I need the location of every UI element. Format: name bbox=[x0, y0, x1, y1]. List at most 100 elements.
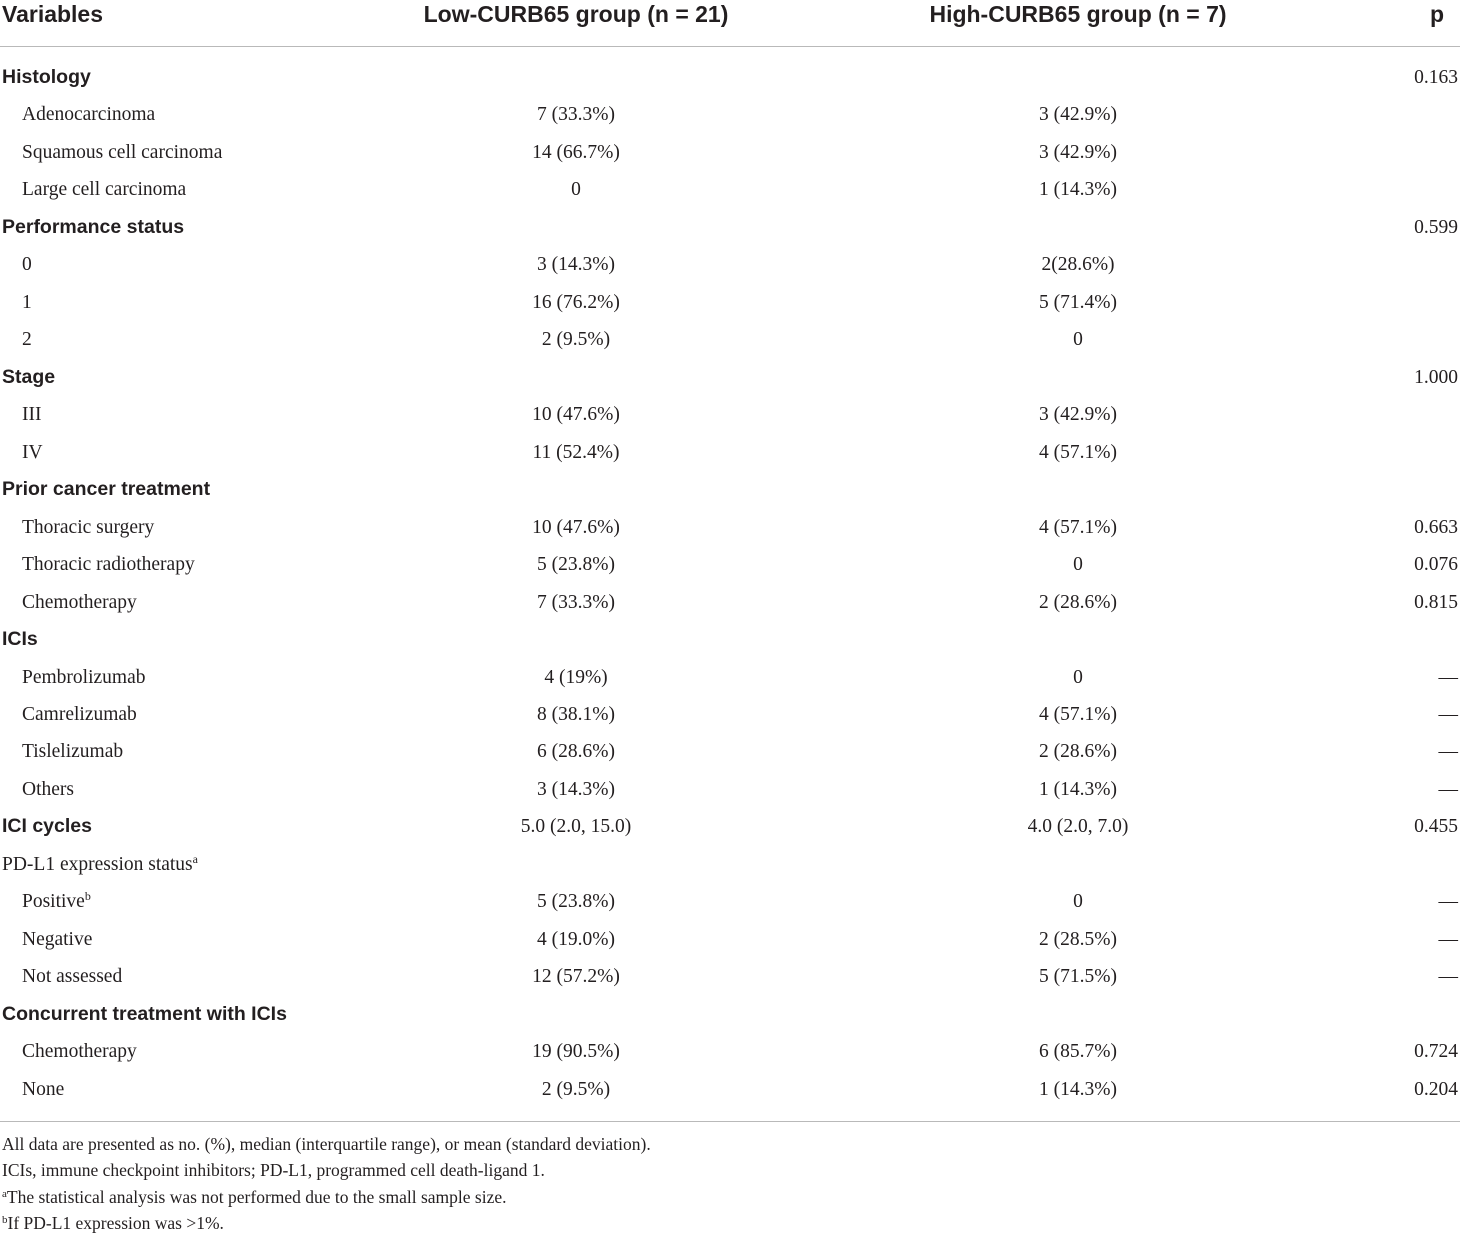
row-label-text: Squamous cell carcinoma bbox=[22, 141, 223, 163]
row-label-text: Not assessed bbox=[22, 966, 123, 988]
low-curb65-value-text: 0 bbox=[571, 179, 581, 201]
low-curb65-value-text: 2 (9.5%) bbox=[541, 329, 611, 351]
table-header: Variables Low-CURB65 group (n = 21) High… bbox=[0, 0, 1460, 47]
row-label-text: III bbox=[22, 404, 42, 426]
p-value-text: 0.724 bbox=[1414, 1041, 1458, 1063]
table-row: Pembrolizumab 4 (19%) 0 — bbox=[0, 659, 1460, 696]
p-value: — bbox=[1439, 958, 1459, 995]
row-label-text: IV bbox=[22, 441, 43, 463]
row-label: Adenocarcinoma bbox=[22, 96, 155, 133]
table-row: 0 3 (14.3%) 2(28.6%) bbox=[0, 246, 1460, 283]
row-label: IV bbox=[22, 434, 43, 471]
p-value: — bbox=[1439, 921, 1459, 958]
footnote-text: All data are presented as no. (%), media… bbox=[2, 1134, 651, 1154]
footnote: ICIs, immune checkpoint inhibitors; PD-L… bbox=[2, 1157, 1442, 1183]
row-label: 1 bbox=[22, 284, 32, 321]
high-curb65-value-text: 2(28.6%) bbox=[1041, 254, 1115, 276]
high-curb65-value: 3 (42.9%) bbox=[1039, 396, 1117, 433]
table-footnotes: All data are presented as no. (%), media… bbox=[2, 1131, 1442, 1236]
table-row: Thoracic radiotherapy 5 (23.8%) 0 0.076 bbox=[0, 546, 1460, 583]
high-curb65-value: 2(28.6%) bbox=[1041, 246, 1114, 283]
table-row: Squamous cell carcinoma 14 (66.7%) 3 (42.9… bbox=[0, 134, 1460, 171]
low-curb65-value: 5 (23.8%) bbox=[537, 883, 615, 920]
p-value: 0.815 bbox=[1414, 584, 1458, 621]
high-curb65-value: 0 bbox=[1073, 659, 1083, 696]
high-curb65-value-text: 2 (28.6%) bbox=[1039, 741, 1117, 763]
row-label: Negative bbox=[22, 921, 92, 958]
high-curb65-value: 4 (57.1%) bbox=[1039, 696, 1117, 733]
high-curb65-value-text: 5 (71.5%) bbox=[1039, 966, 1117, 988]
low-curb65-value-text: 5 (23.8%) bbox=[537, 891, 615, 913]
low-curb65-value: 12 (57.2%) bbox=[532, 958, 620, 995]
row-label: PD-L1 expression statusa bbox=[2, 846, 198, 883]
row-label-text: 2 bbox=[22, 329, 32, 351]
high-curb65-value: 2 (28.6%) bbox=[1039, 584, 1117, 621]
row-label-text: Adenocarcinoma bbox=[22, 104, 156, 126]
low-curb65-value: 10 (47.6%) bbox=[532, 396, 620, 433]
row-label-text: None bbox=[22, 1078, 65, 1100]
low-curb65-value: 8 (38.1%) bbox=[537, 696, 615, 733]
high-curb65-value: 1 (14.3%) bbox=[1039, 171, 1117, 208]
low-curb65-value: 5.0 (2.0, 15.0) bbox=[521, 808, 632, 845]
high-curb65-value: 2 (28.6%) bbox=[1039, 733, 1117, 770]
table-row: PD-L1 expression statusa bbox=[0, 846, 1460, 883]
footnote-marker: a bbox=[2, 1187, 7, 1200]
low-curb65-value: 6 (28.6%) bbox=[537, 733, 615, 770]
footnote-marker: b bbox=[84, 889, 91, 904]
high-curb65-value-text: 4 (57.1%) bbox=[1039, 441, 1117, 463]
high-curb65-value: 6 (85.7%) bbox=[1039, 1033, 1117, 1070]
high-curb65-value: 3 (42.9%) bbox=[1039, 96, 1117, 133]
table-row: Positiveb 5 (23.8%) 0 — bbox=[0, 883, 1460, 920]
p-value: — bbox=[1439, 883, 1459, 920]
low-curb65-value-text: 7 (33.3%) bbox=[537, 104, 615, 126]
p-value-text: 0.204 bbox=[1414, 1078, 1458, 1100]
low-curb65-value: 0 bbox=[571, 171, 581, 208]
p-value-text: — bbox=[1438, 891, 1459, 913]
p-value: 0.076 bbox=[1414, 546, 1458, 583]
low-curb65-value: 14 (66.7%) bbox=[532, 134, 620, 171]
p-value: — bbox=[1439, 696, 1459, 733]
low-curb65-value-text: 7 (33.3%) bbox=[537, 591, 615, 613]
row-label: Positiveb bbox=[22, 883, 91, 920]
high-curb65-value: 2 (28.5%) bbox=[1039, 921, 1117, 958]
high-curb65-value-text: 4 (57.1%) bbox=[1039, 516, 1117, 538]
low-curb65-value-text: 10 (47.6%) bbox=[532, 404, 620, 426]
high-curb65-value-text: 3 (42.9%) bbox=[1039, 404, 1117, 426]
table-row: None 2 (9.5%) 1 (14.3%) 0.204 bbox=[0, 1071, 1460, 1108]
low-curb65-value-text: 14 (66.7%) bbox=[532, 141, 620, 163]
p-value-text: 0.163 bbox=[1414, 67, 1458, 88]
p-value: 1.000 bbox=[1414, 359, 1458, 396]
row-label-text: PD-L1 expression status bbox=[2, 853, 193, 875]
high-curb65-value-text: 1 (14.3%) bbox=[1039, 179, 1117, 201]
table-row: Thoracic surgery 10 (47.6%) 4 (57.1%) 0.663 bbox=[0, 509, 1460, 546]
row-label-text: Pembrolizumab bbox=[22, 666, 146, 688]
high-curb65-value-text: 3 (42.9%) bbox=[1039, 104, 1117, 126]
p-value-text: — bbox=[1438, 703, 1459, 725]
row-label-text: Thoracic radiotherapy bbox=[22, 554, 195, 576]
row-label: Not assessed bbox=[22, 958, 122, 995]
row-label-text: Thoracic surgery bbox=[22, 516, 155, 538]
low-curb65-value-text: 3 (14.3%) bbox=[537, 778, 615, 800]
low-curb65-value-text: 12 (57.2%) bbox=[532, 966, 620, 988]
row-label-text: Histology bbox=[2, 66, 91, 88]
p-value: 0.724 bbox=[1414, 1033, 1458, 1070]
header-variables: Variables bbox=[2, 1, 104, 27]
row-label: III bbox=[22, 396, 41, 433]
table-row: Performance status 0.599 bbox=[0, 209, 1460, 246]
table-row: Others 3 (14.3%) 1 (14.3%) — bbox=[0, 771, 1460, 808]
row-label-text: Positive bbox=[22, 891, 85, 913]
p-value: 0.599 bbox=[1414, 209, 1458, 246]
row-label-text: Others bbox=[22, 778, 74, 800]
table-row: IV 11 (52.4%) 4 (57.1%) bbox=[0, 434, 1460, 471]
high-curb65-value: 4.0 (2.0, 7.0) bbox=[1028, 808, 1129, 845]
low-curb65-value: 4 (19.0%) bbox=[537, 921, 615, 958]
table-row: III 10 (47.6%) 3 (42.9%) bbox=[0, 396, 1460, 433]
row-label: Performance status bbox=[2, 209, 184, 246]
low-curb65-value-text: 6 (28.6%) bbox=[537, 741, 615, 763]
table-row: Chemotherapy 19 (90.5%) 6 (85.7%) 0.724 bbox=[0, 1033, 1460, 1070]
table-row: Tislelizumab 6 (28.6%) 2 (28.6%) — bbox=[0, 733, 1460, 770]
table-row: Chemotherapy 7 (33.3%) 2 (28.6%) 0.815 bbox=[0, 584, 1460, 621]
table-row: ICIs bbox=[0, 621, 1460, 658]
row-label-text: Stage bbox=[2, 365, 56, 388]
low-curb65-value: 7 (33.3%) bbox=[537, 96, 615, 133]
